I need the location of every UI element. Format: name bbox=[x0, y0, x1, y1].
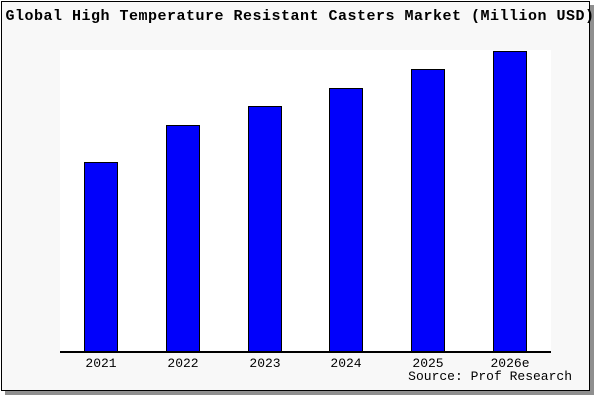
chart-title: Global High Temperature Resistant Caster… bbox=[5, 8, 595, 25]
bar-2024 bbox=[329, 88, 363, 351]
x-tick-2026e: 2026e bbox=[490, 356, 530, 371]
x-tick-2025: 2025 bbox=[412, 356, 444, 371]
bar-2022 bbox=[166, 125, 200, 351]
bar-2023 bbox=[248, 106, 282, 351]
bar-2025 bbox=[411, 69, 445, 351]
bar-2026e bbox=[493, 51, 527, 351]
x-tick-2022: 2022 bbox=[167, 356, 199, 371]
x-tick-2021: 2021 bbox=[85, 356, 117, 371]
x-tick-2024: 2024 bbox=[330, 356, 362, 371]
source-credit: Source: Prof Research bbox=[408, 369, 572, 384]
bar-2021 bbox=[84, 162, 118, 351]
plot-area bbox=[60, 50, 551, 353]
x-tick-2023: 2023 bbox=[249, 356, 281, 371]
